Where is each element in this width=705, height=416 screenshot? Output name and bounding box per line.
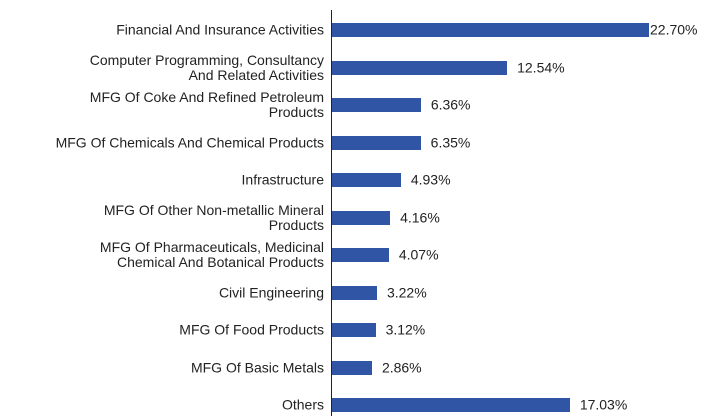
bar	[332, 60, 508, 75]
category-label: Others	[281, 396, 324, 413]
category-label: Computer Programming, Consultancy And Re…	[89, 51, 324, 83]
value-label: 3.22%	[386, 284, 427, 300]
value-label: 3.12%	[385, 321, 426, 338]
bar	[332, 23, 649, 37]
bar	[332, 173, 401, 187]
bar	[332, 98, 421, 112]
bar	[332, 323, 376, 337]
category-axis	[331, 10, 332, 416]
category-label: MFG Of Other Non-metallic Mineral Produc…	[103, 201, 324, 233]
category-label: Infrastructure	[241, 171, 324, 188]
bar	[332, 360, 372, 375]
value-label: 6.35%	[430, 134, 471, 150]
bar	[332, 398, 570, 412]
category-label: MFG Of Pharmaceuticals, Medicinal Chemic…	[99, 239, 324, 270]
bar	[332, 248, 389, 262]
value-label: 2.86%	[381, 359, 422, 375]
bar	[332, 210, 391, 225]
bar	[332, 135, 421, 150]
category-label: Civil Engineering	[218, 284, 324, 300]
value-label: 17.03%	[579, 396, 628, 413]
value-label: 4.93%	[410, 171, 451, 188]
category-label: MFG Of Coke And Refined Petroleum Produc…	[89, 89, 324, 120]
category-label: MFG Of Basic Metals	[190, 359, 324, 375]
value-label: 4.16%	[400, 209, 440, 225]
value-label: 12.54%	[517, 59, 565, 75]
value-label: 4.07%	[398, 246, 439, 263]
value-label: 6.36%	[430, 96, 471, 113]
category-label: Financial And Insurance Activities	[116, 21, 324, 38]
category-label: MFG Of Food Products	[179, 321, 324, 338]
value-label: 22.70%	[650, 21, 698, 38]
bar	[332, 285, 377, 300]
category-label: MFG Of Chemicals And Chemical Products	[55, 134, 324, 150]
